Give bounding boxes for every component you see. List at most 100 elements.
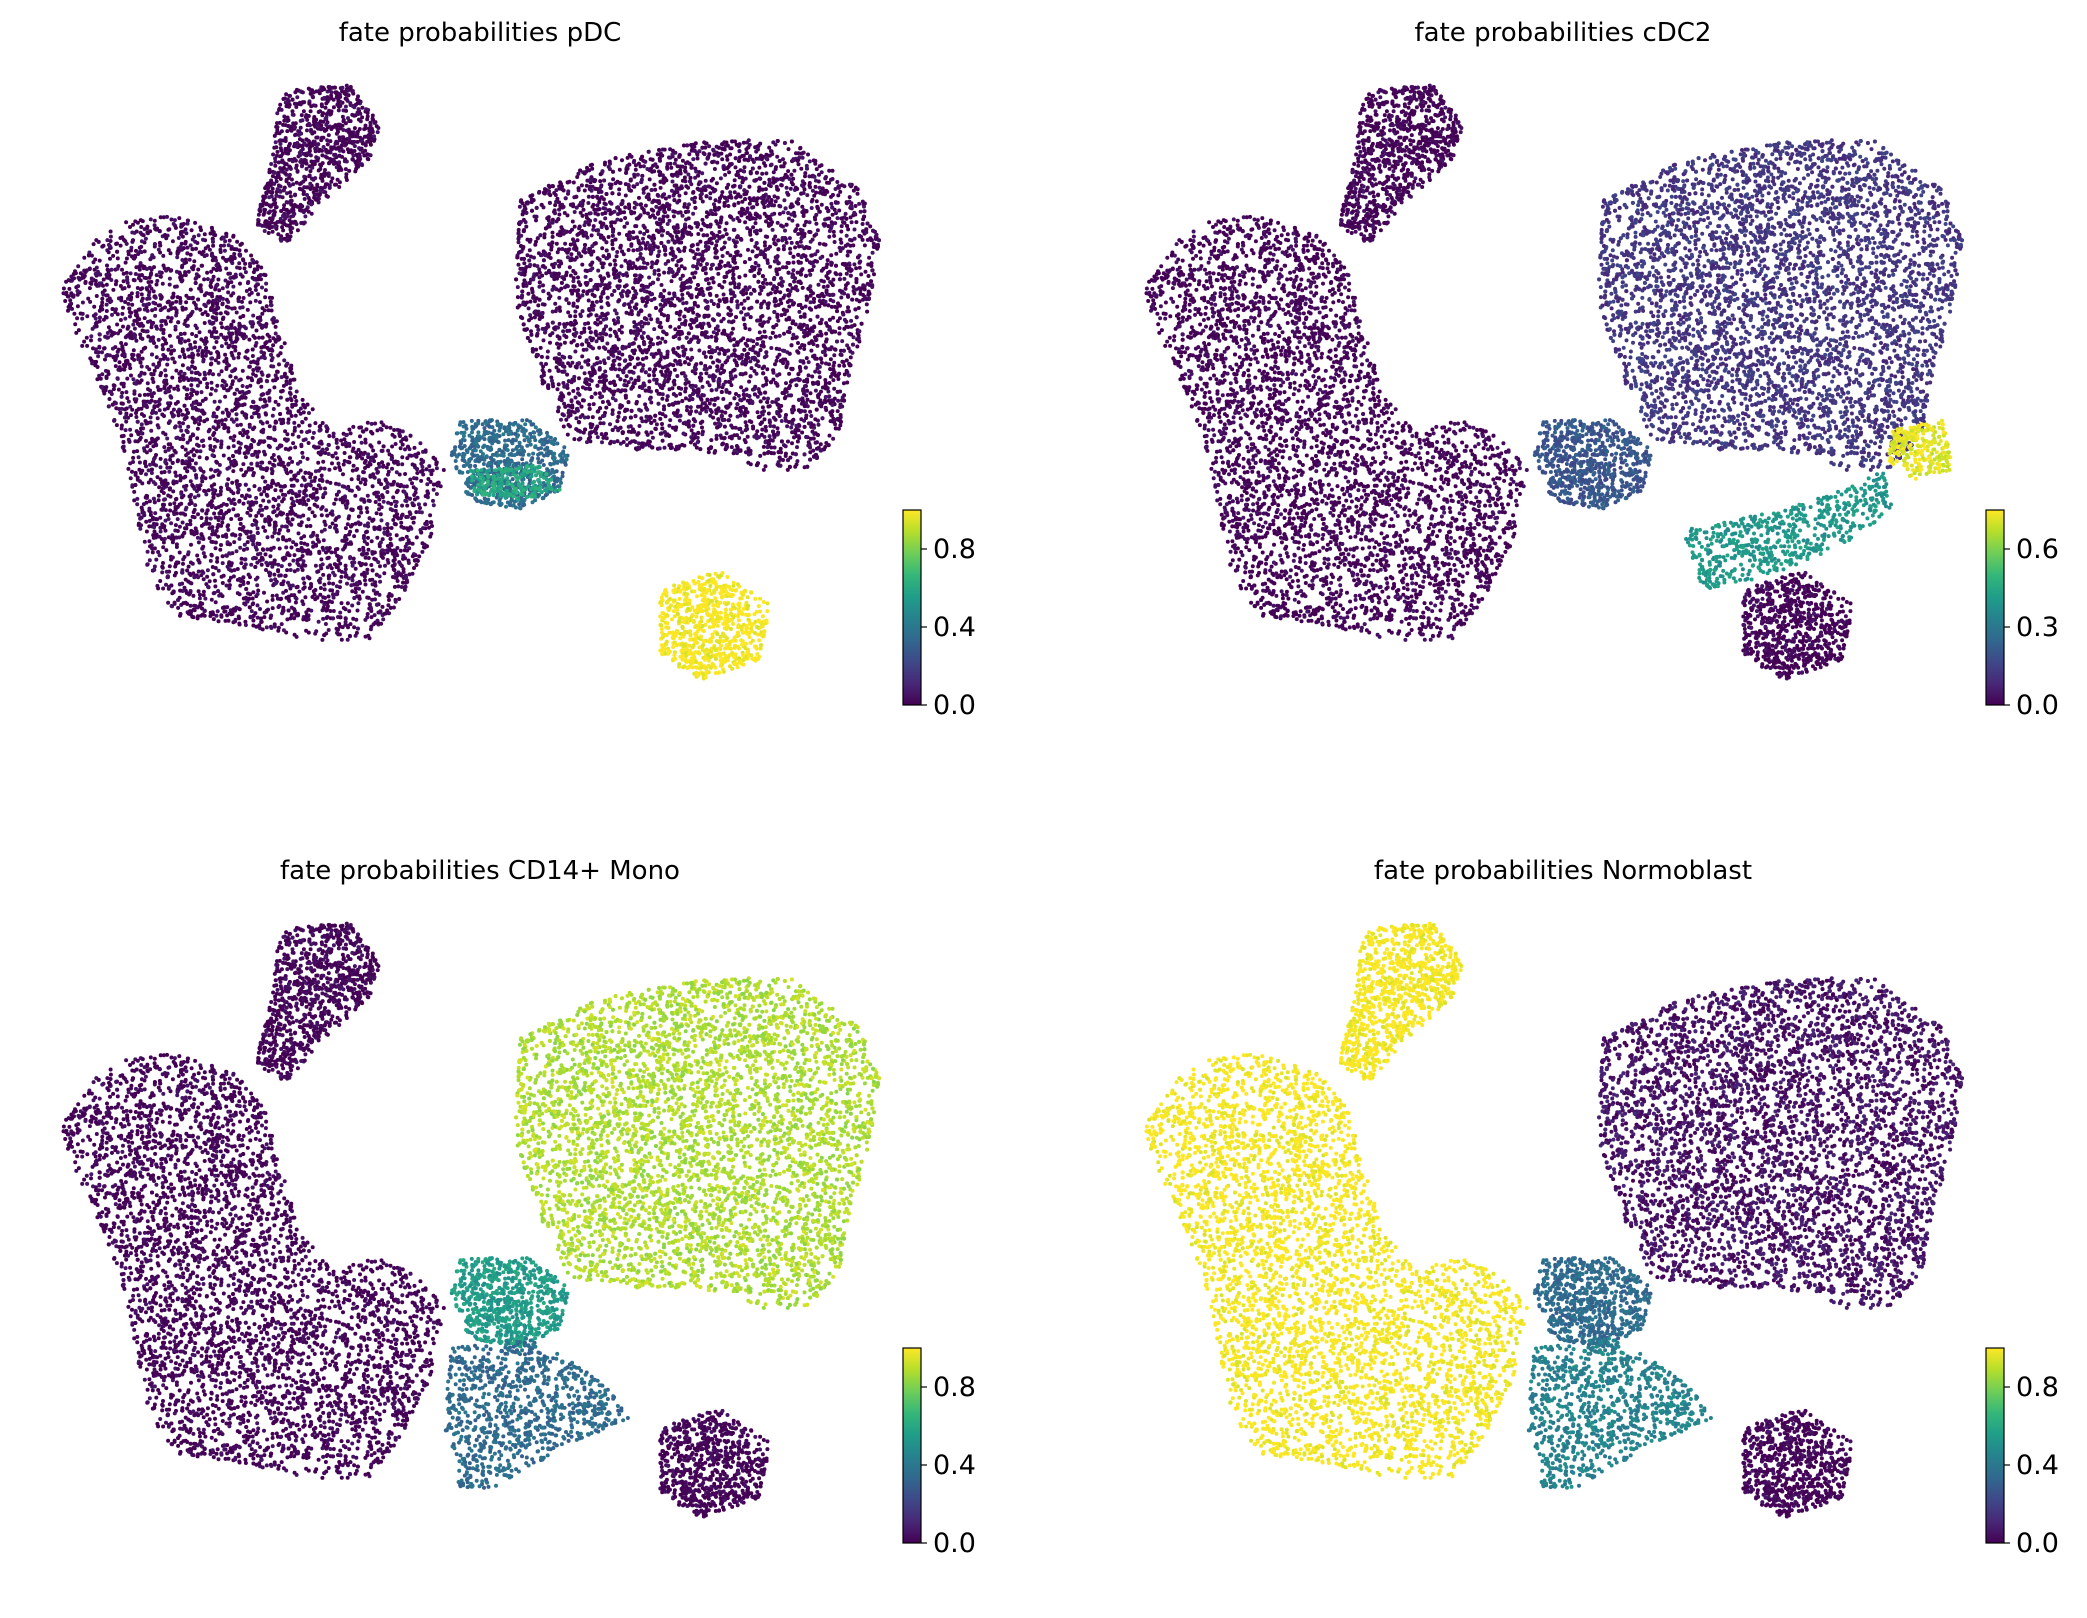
cell-point xyxy=(148,420,153,425)
cell-point xyxy=(365,612,370,616)
cell-point xyxy=(161,336,166,341)
cell-point xyxy=(237,621,242,626)
cell-point xyxy=(316,569,321,574)
cell-point xyxy=(180,263,185,268)
cell-point xyxy=(327,108,332,113)
cell-point xyxy=(147,499,152,504)
cell-point xyxy=(255,461,260,466)
cell-point xyxy=(271,152,276,157)
cell-point xyxy=(352,149,357,153)
cell-point xyxy=(259,513,264,518)
cell-point xyxy=(301,586,306,591)
cell-point xyxy=(329,179,334,184)
cell-point xyxy=(155,364,160,369)
cell-point xyxy=(195,449,199,454)
cell-point xyxy=(143,459,148,464)
cell-point xyxy=(190,359,195,364)
cell-point xyxy=(362,460,367,465)
cell-point xyxy=(164,381,169,386)
cell-point xyxy=(207,536,212,541)
cell-point xyxy=(192,495,197,500)
cell-point xyxy=(239,561,244,566)
cell-point xyxy=(198,283,203,288)
cell-point xyxy=(261,404,266,409)
cell-point xyxy=(301,563,306,568)
cell-point xyxy=(100,350,104,355)
cell-point xyxy=(188,560,193,565)
cell-point xyxy=(237,261,242,266)
cell-point xyxy=(95,377,100,382)
cell-point xyxy=(379,420,384,425)
cell-point xyxy=(346,541,351,546)
cell-point xyxy=(213,540,218,545)
cell-point xyxy=(299,113,304,118)
cell-point xyxy=(157,270,162,275)
cell-point xyxy=(313,149,318,154)
cell-point xyxy=(152,525,157,530)
cell-point xyxy=(385,544,390,548)
cell-point xyxy=(188,313,193,318)
cell-point xyxy=(241,473,246,478)
cell-point xyxy=(318,167,323,171)
cell-point xyxy=(121,433,126,438)
cell-point xyxy=(139,515,144,520)
cell-point xyxy=(211,243,216,248)
cell-point xyxy=(278,395,283,400)
cell-point xyxy=(210,610,215,615)
cell-point xyxy=(249,609,254,614)
cell-point xyxy=(158,529,163,534)
cell-point xyxy=(281,165,286,170)
cell-point xyxy=(138,332,143,337)
cell-point xyxy=(350,112,355,117)
cell-point xyxy=(193,345,198,350)
cell-point xyxy=(414,558,419,562)
cell-point xyxy=(174,284,179,289)
cell-point xyxy=(392,460,397,465)
cell-point xyxy=(338,126,343,131)
cell-point xyxy=(343,567,348,572)
cell-point xyxy=(372,550,377,555)
cell-point xyxy=(244,248,248,253)
cell-point xyxy=(335,127,340,132)
cell-point xyxy=(126,399,131,404)
cell-point xyxy=(211,413,216,418)
cell-point xyxy=(319,557,324,562)
cell-point xyxy=(171,489,176,494)
cell-point xyxy=(231,607,236,612)
cell-point xyxy=(104,353,109,358)
cell-point xyxy=(158,243,163,248)
cell-point xyxy=(131,278,136,282)
cell-point xyxy=(255,603,260,608)
cell-point xyxy=(431,455,436,460)
cell-point xyxy=(166,513,170,518)
cell-point xyxy=(225,311,230,316)
cell-point xyxy=(386,462,391,467)
cell-point xyxy=(153,511,158,516)
cell-point xyxy=(180,533,185,538)
cell-point xyxy=(309,127,313,132)
cell-point xyxy=(225,325,230,330)
cell-point xyxy=(131,322,136,327)
cell-point xyxy=(161,479,166,484)
cell-point xyxy=(203,396,208,401)
cell-point xyxy=(379,518,384,523)
cell-point xyxy=(209,380,214,385)
cell-point xyxy=(241,314,246,318)
cell-point xyxy=(355,626,360,631)
cell-point xyxy=(399,513,404,518)
cell-point xyxy=(83,269,87,274)
cell-point xyxy=(163,373,168,378)
cell-point xyxy=(250,437,255,442)
cell-point xyxy=(320,447,325,452)
cell-point xyxy=(286,461,291,466)
cell-point xyxy=(323,116,328,121)
cell-point xyxy=(201,359,206,364)
cell-point xyxy=(218,247,223,252)
cell-point xyxy=(263,288,268,293)
cell-point xyxy=(391,495,396,500)
cell-point xyxy=(338,497,343,502)
cell-point xyxy=(264,625,269,630)
cell-point xyxy=(270,597,275,602)
cell-point xyxy=(154,355,159,360)
cell-point xyxy=(264,403,269,408)
